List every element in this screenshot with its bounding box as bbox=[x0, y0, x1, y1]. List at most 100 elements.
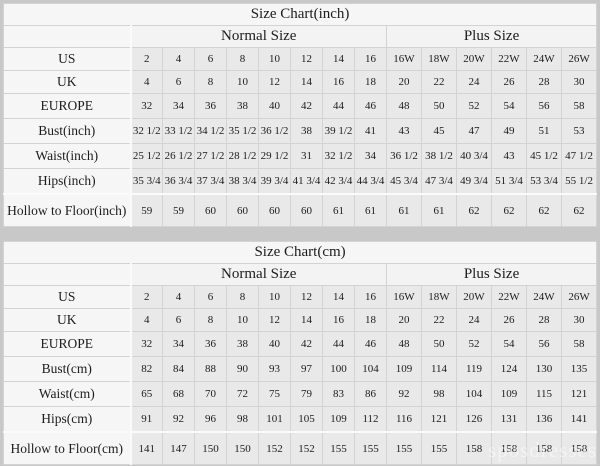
table-row: Waist(inch) 25 1/2 26 1/2 27 1/2 28 1/2 29 1/… bbox=[3, 143, 598, 169]
size-value-cell: 18W bbox=[421, 47, 457, 71]
row-label: Hips(cm) bbox=[3, 406, 132, 433]
size-value-cell: 28 1/2 bbox=[226, 143, 259, 169]
size-value-cell: 28 bbox=[526, 70, 562, 94]
size-value-cell: 18 bbox=[354, 70, 387, 94]
size-value-cell: 50 bbox=[421, 331, 457, 357]
size-value-cell: 33 1/2 bbox=[162, 118, 195, 144]
size-value-cell: 45 1/2 bbox=[526, 143, 562, 169]
size-value-cell: 16W bbox=[386, 285, 422, 309]
size-value-cell: 28 bbox=[526, 308, 562, 332]
normal-size-header: Normal Size bbox=[130, 25, 387, 48]
size-rows-inch: US 2 4 6 8 10 12 14 16 16W 18W 20W 22W 24W 26W UK 4 6 8 10 1… bbox=[3, 47, 598, 227]
size-value-cell: 59 bbox=[162, 193, 195, 227]
size-value-cell: 16 bbox=[322, 70, 355, 94]
size-value-cell: 41 3/4 bbox=[290, 168, 323, 195]
size-value-cell: 56 bbox=[526, 93, 562, 119]
group-header-row: Normal Size Plus Size bbox=[3, 25, 598, 48]
size-value-cell: 10 bbox=[226, 70, 259, 94]
size-value-cell: 155 bbox=[354, 431, 387, 465]
size-value-cell: 155 bbox=[386, 431, 422, 465]
size-value-cell: 43 bbox=[386, 118, 422, 144]
size-rows-cm: US 2 4 6 8 10 12 14 16 16W 18W 20W 22W 24W 26W UK 4 6 8 10 1… bbox=[3, 285, 598, 465]
size-value-cell: 72 bbox=[226, 381, 259, 407]
normal-size-header: Normal Size bbox=[130, 263, 387, 286]
table-title-row: Size Chart(inch) bbox=[2, 3, 598, 26]
row-label: Waist(inch) bbox=[3, 143, 132, 169]
size-value-cell: 60 bbox=[258, 193, 291, 227]
size-value-cell: 42 3/4 bbox=[322, 168, 355, 195]
size-value-cell: 158 bbox=[560, 431, 598, 465]
size-value-cell: 79 bbox=[290, 381, 323, 407]
size-value-cell: 152 bbox=[258, 431, 291, 465]
size-value-cell: 37 3/4 bbox=[194, 168, 227, 195]
size-value-cell: 124 bbox=[491, 356, 527, 382]
size-value-cell: 45 bbox=[421, 118, 457, 144]
size-value-cell: 14 bbox=[322, 47, 355, 71]
size-value-cell: 62 bbox=[526, 193, 562, 227]
size-value-cell: 44 bbox=[322, 93, 355, 119]
size-value-cell: 47 1/2 bbox=[560, 143, 598, 169]
size-value-cell: 22 bbox=[421, 70, 457, 94]
size-value-cell: 2 bbox=[130, 285, 163, 309]
size-value-cell: 121 bbox=[560, 381, 598, 407]
size-value-cell: 34 bbox=[162, 331, 195, 357]
size-value-cell: 24 bbox=[456, 70, 492, 94]
size-value-cell: 53 3/4 bbox=[526, 168, 562, 195]
size-value-cell: 39 3/4 bbox=[258, 168, 291, 195]
size-value-cell: 147 bbox=[162, 431, 195, 465]
size-value-cell: 60 bbox=[226, 193, 259, 227]
size-value-cell: 32 1/2 bbox=[130, 118, 163, 144]
table-row: Bust(cm) 82 84 88 90 93 97 100 104 109 114 119 124 13… bbox=[3, 356, 598, 382]
size-value-cell: 84 bbox=[162, 356, 195, 382]
size-value-cell: 36 bbox=[194, 331, 227, 357]
row-label: Hollow to Floor(inch) bbox=[3, 193, 132, 227]
plus-size-header: Plus Size bbox=[385, 263, 598, 286]
table-row: US 2 4 6 8 10 12 14 16 16W 18W 20W 22W 24W 26W bbox=[3, 47, 598, 71]
size-value-cell: 109 bbox=[386, 356, 422, 382]
size-value-cell: 115 bbox=[526, 381, 562, 407]
size-value-cell: 24 bbox=[456, 308, 492, 332]
table-row: UK 4 6 8 10 12 14 16 18 20 22 24 26 28 30 bbox=[3, 308, 598, 332]
size-value-cell: 88 bbox=[194, 356, 227, 382]
size-value-cell: 22W bbox=[491, 47, 527, 71]
row-label: Bust(cm) bbox=[3, 356, 132, 382]
size-value-cell: 14 bbox=[290, 70, 323, 94]
size-value-cell: 16W bbox=[386, 47, 422, 71]
size-value-cell: 53 bbox=[560, 118, 598, 144]
size-value-cell: 8 bbox=[226, 47, 259, 71]
size-value-cell: 75 bbox=[258, 381, 291, 407]
size-value-cell: 104 bbox=[354, 356, 387, 382]
size-value-cell: 56 bbox=[526, 331, 562, 357]
size-value-cell: 34 1/2 bbox=[194, 118, 227, 144]
size-value-cell: 40 bbox=[258, 93, 291, 119]
size-value-cell: 60 bbox=[290, 193, 323, 227]
size-value-cell: 155 bbox=[421, 431, 457, 465]
size-value-cell: 51 3/4 bbox=[491, 168, 527, 195]
group-header-row: Normal Size Plus Size bbox=[3, 263, 598, 286]
size-value-cell: 6 bbox=[162, 70, 195, 94]
size-value-cell: 4 bbox=[162, 47, 195, 71]
row-label: EUROPE bbox=[3, 331, 132, 357]
size-value-cell: 2 bbox=[130, 47, 163, 71]
size-value-cell: 58 bbox=[560, 331, 598, 357]
size-value-cell: 29 1/2 bbox=[258, 143, 291, 169]
size-value-cell: 62 bbox=[491, 193, 527, 227]
size-value-cell: 45 3/4 bbox=[386, 168, 422, 195]
size-value-cell: 61 bbox=[421, 193, 457, 227]
size-value-cell: 141 bbox=[560, 406, 598, 433]
size-value-cell: 51 bbox=[526, 118, 562, 144]
size-value-cell: 49 3/4 bbox=[456, 168, 492, 195]
row-label: UK bbox=[3, 308, 132, 332]
row-label: US bbox=[3, 285, 132, 309]
size-value-cell: 4 bbox=[162, 285, 195, 309]
size-value-cell: 54 bbox=[491, 331, 527, 357]
row-label: US bbox=[3, 47, 132, 71]
size-value-cell: 4 bbox=[130, 308, 163, 332]
corner-cell bbox=[3, 263, 132, 286]
size-value-cell: 48 bbox=[386, 331, 422, 357]
table-row: EUROPE 32 34 36 38 40 42 44 46 48 50 52 54 56 58 bbox=[3, 331, 598, 357]
size-value-cell: 12 bbox=[290, 47, 323, 71]
size-value-cell: 130 bbox=[526, 356, 562, 382]
size-value-cell: 43 bbox=[491, 143, 527, 169]
size-value-cell: 16 bbox=[354, 285, 387, 309]
